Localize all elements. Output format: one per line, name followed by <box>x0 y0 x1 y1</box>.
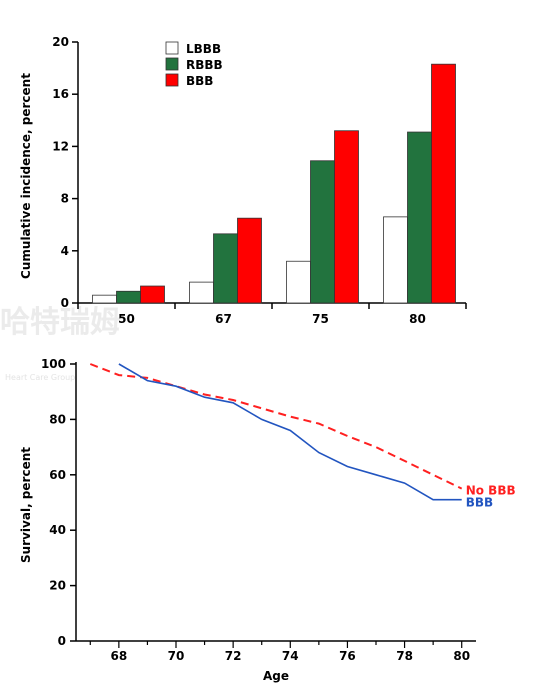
line-x-tick-label: 74 <box>282 649 299 663</box>
line-y-tick-label: 20 <box>49 579 66 593</box>
series-label-no-bbb: No BBB <box>466 484 516 498</box>
line-x-axis: 68 70 72 74 76 78 80 <box>76 640 476 663</box>
line-y-tick-label: 40 <box>49 523 66 537</box>
bar-bbb-67 <box>237 217 262 304</box>
bar-y-tick-label: 8 <box>61 192 69 206</box>
line-x-tick-label: 68 <box>111 649 128 663</box>
bar-bbb-80 <box>431 63 456 304</box>
line-y-tick-label: 60 <box>49 468 66 482</box>
series-label-bbb: BBB <box>466 496 493 510</box>
bar-lbbb-80 <box>383 216 408 304</box>
line-y-tick-label: 0 <box>58 634 66 648</box>
line-y-tick-label: 80 <box>49 412 66 426</box>
legend-label-lbbb: LBBB <box>186 42 221 56</box>
bar-x-tick-label: 75 <box>312 312 329 326</box>
bar-y-tick-label: 4 <box>61 244 69 258</box>
series-line-bbb <box>118 363 462 501</box>
bar-rbbb-80 <box>407 131 432 304</box>
bar-y-axis: 0 4 8 12 16 20 <box>52 35 79 310</box>
line-x-tick-label: 80 <box>453 649 470 663</box>
line-x-axis-title: Age <box>263 669 289 683</box>
line-x-tick-label: 78 <box>396 649 413 663</box>
bar-y-tick-label: 0 <box>61 296 69 310</box>
legend-label-rbbb: RBBB <box>186 58 223 72</box>
watermark-text: 哈特瑞姆 <box>0 305 120 340</box>
line-x-tick-label: 76 <box>339 649 356 663</box>
bar-rbbb-50 <box>116 290 141 304</box>
bar-lbbb-75 <box>286 260 311 304</box>
bar-rbbb-67 <box>213 233 238 304</box>
bar-lbbb-67 <box>189 281 214 304</box>
legend-swatch-bbb <box>165 73 179 87</box>
line-y-tick-label: 100 <box>41 357 66 371</box>
bar-rbbb-75 <box>310 160 335 304</box>
bar-x-tick-label: 80 <box>409 312 426 326</box>
bar-x-tick-label: 67 <box>215 312 232 326</box>
bar-y-tick-label: 20 <box>52 35 69 49</box>
bar-marks <box>92 63 456 304</box>
bar-chart: 0 4 8 12 16 20 50 67 75 80 LBBB RBBB BBB Cumulativ… <box>19 35 467 326</box>
bar-bbb-50 <box>140 285 165 304</box>
bar-bbb-75 <box>334 130 359 304</box>
line-x-tick-label: 70 <box>168 649 185 663</box>
line-y-axis-title: Survival, percent <box>19 447 33 563</box>
bar-legend: LBBB RBBB BBB <box>165 41 223 88</box>
legend-swatch-lbbb <box>165 41 179 55</box>
legend-label-bbb: BBB <box>186 74 213 88</box>
line-y-axis: 0 20 40 60 80 100 <box>41 357 77 648</box>
series-line-no-bbb <box>89 363 463 490</box>
line-x-tick-label: 72 <box>225 649 242 663</box>
bar-lbbb-50 <box>92 294 117 304</box>
bar-x-axis: 50 67 75 80 <box>77 302 467 326</box>
bar-y-axis-title: Cumulative incidence, percent <box>19 73 33 279</box>
watermark-subtext: Heart Care Group <box>5 373 75 382</box>
legend-swatch-rbbb <box>165 57 179 71</box>
bar-y-tick-label: 16 <box>52 87 69 101</box>
bar-y-tick-label: 12 <box>52 139 69 153</box>
bar-x-tick-label: 50 <box>118 312 135 326</box>
